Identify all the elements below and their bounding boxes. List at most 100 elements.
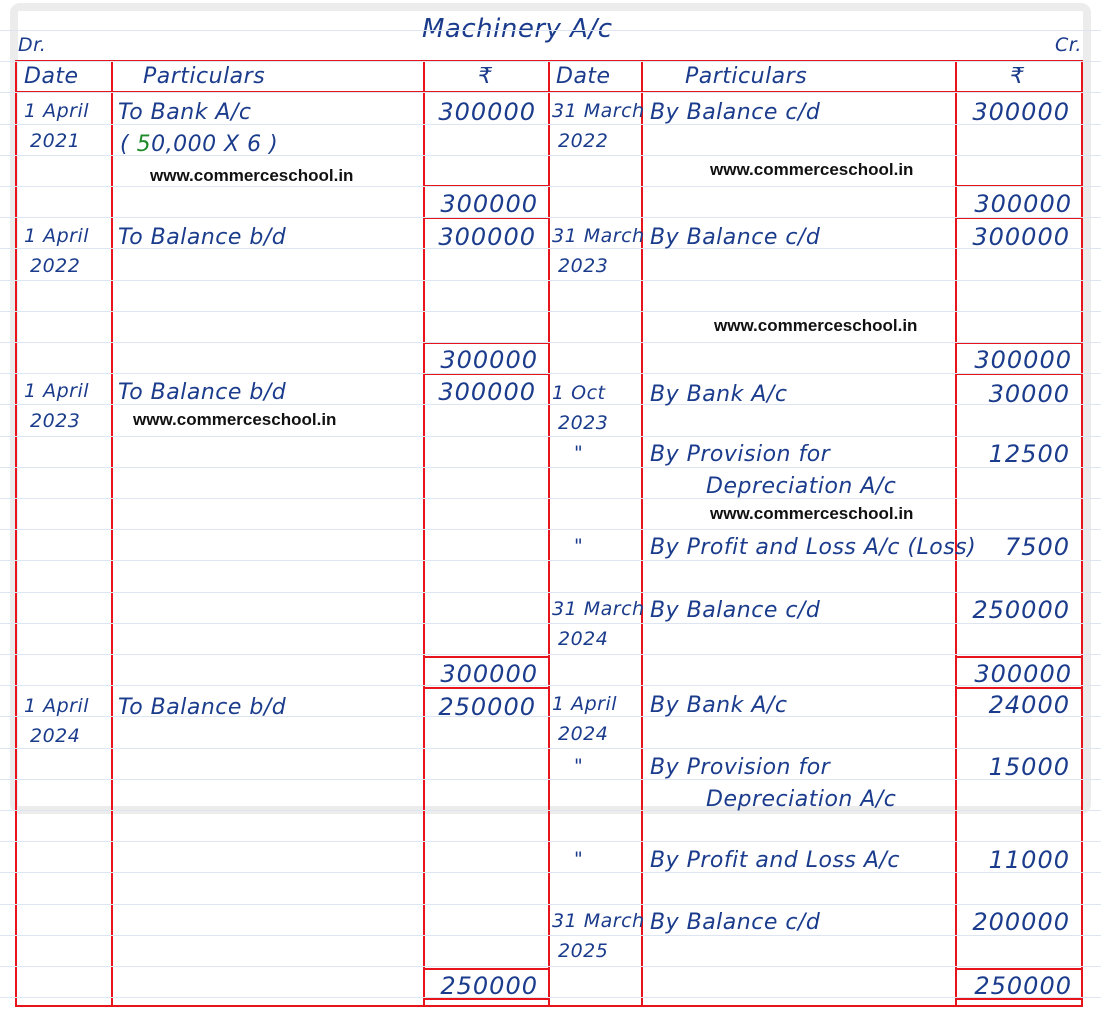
watermark: www.commerceschool.in (133, 410, 337, 429)
note-green-digit: 5 (136, 132, 152, 157)
entry-particulars: By Provision for (650, 755, 831, 780)
entry-amount: 300000 (972, 223, 1070, 251)
ruled-line (0, 623, 1101, 624)
header-particulars-cr: Particulars (685, 64, 808, 89)
entry-date: 2022 (30, 255, 81, 277)
ruled-line (0, 186, 1101, 187)
entry-date: 2023 (558, 255, 609, 277)
header-date-dr: Date (24, 64, 79, 89)
entry-particulars: Depreciation A/c (706, 787, 897, 812)
ruled-line (0, 841, 1101, 842)
entry-particulars: Depreciation A/c (706, 474, 897, 499)
ruled-line (0, 560, 1101, 561)
total-amount-dr: 300000 (440, 660, 538, 688)
note-open: ( (120, 132, 137, 157)
ruled-line (0, 810, 1101, 811)
ruled-line (0, 30, 1101, 31)
entry-particulars: By Bank A/c (650, 382, 788, 407)
total-line (955, 656, 1083, 658)
total-amount-cr: 250000 (974, 972, 1072, 1000)
ruled-line (0, 373, 1101, 374)
header-amount-dr: ₹ (478, 64, 493, 89)
ruled-line (0, 155, 1101, 156)
total-amount-dr: 250000 (440, 972, 538, 1000)
entry-date: 2023 (558, 412, 609, 434)
total-line (423, 342, 550, 344)
entry-amount: 7500 (1004, 533, 1070, 561)
ruled-line (0, 280, 1101, 281)
entry-date: " (574, 442, 584, 464)
entry-date: 31 March (552, 225, 645, 247)
entry-particulars: By Balance c/d (650, 100, 821, 125)
column-divider (548, 60, 550, 1007)
header-particulars-dr: Particulars (143, 64, 266, 89)
column-divider (15, 60, 17, 1007)
entry-date: 31 March (552, 910, 645, 932)
total-line (423, 656, 550, 658)
account-title: Machinery A/c (422, 14, 613, 44)
column-divider (641, 60, 643, 1007)
ruled-line (0, 748, 1101, 749)
entry-particulars: By Provision for (650, 442, 831, 467)
entry-particulars: By Profit and Loss A/c (650, 848, 900, 873)
entry-date: 2024 (558, 723, 609, 745)
entry-particulars: By Balance c/d (650, 225, 821, 250)
entry-amount: 300000 (972, 98, 1070, 126)
total-amount-dr: 300000 (440, 346, 538, 374)
entry-date: 1 April (24, 380, 90, 402)
entry-particulars: By Balance c/d (650, 598, 821, 623)
entry-particulars: To Balance b/d (118, 225, 287, 250)
entry-particulars: To Bank A/c (118, 100, 252, 125)
total-line (955, 217, 1083, 219)
total-line (955, 687, 1083, 689)
ruled-line (0, 685, 1101, 686)
ruled-line (0, 92, 1101, 93)
entry-amount: 11000 (988, 846, 1070, 874)
ruled-line (0, 311, 1101, 312)
entry-date: 2022 (558, 130, 609, 152)
total-amount-cr: 300000 (974, 660, 1072, 688)
entry-amount: 250000 (972, 596, 1070, 624)
entry-date: 2024 (30, 725, 81, 747)
total-line (423, 373, 550, 375)
ruled-line (0, 966, 1101, 967)
ruled-line (0, 498, 1101, 499)
total-amount-cr: 300000 (974, 190, 1072, 218)
entry-amount: 300000 (438, 378, 536, 406)
entry-amount: 300000 (438, 98, 536, 126)
ruled-line (0, 248, 1101, 249)
entry-amount: 200000 (972, 908, 1070, 936)
ruled-line (0, 872, 1101, 873)
ruled-line (0, 529, 1101, 530)
watermark: www.commerceschool.in (150, 166, 354, 185)
column-divider (111, 60, 113, 1007)
ruled-line (0, 342, 1101, 343)
entry-particulars: By Bank A/c (650, 693, 788, 718)
ruled-line (0, 467, 1101, 468)
ruled-line (0, 904, 1101, 905)
entry-date: 1 April (24, 100, 90, 122)
entry-amount: 30000 (988, 380, 1070, 408)
entry-date: " (574, 755, 584, 777)
entry-particulars: By Balance c/d (650, 910, 821, 935)
total-line (955, 968, 1083, 970)
ruled-line (0, 997, 1101, 998)
entry-date: 31 March (552, 100, 645, 122)
watermark: www.commerceschool.in (714, 316, 918, 335)
header-date-cr: Date (556, 64, 611, 89)
entry-date: 2024 (558, 628, 609, 650)
entry-date: 1 April (24, 695, 90, 717)
ruled-line (0, 217, 1101, 218)
total-line (423, 217, 550, 219)
entry-amount: 300000 (438, 223, 536, 251)
ruled-line (0, 935, 1101, 936)
total-line (955, 373, 1083, 375)
total-line (955, 342, 1083, 344)
note-rest: 0,000 X 6 ) (151, 132, 279, 157)
entry-date: 1 April (552, 693, 618, 715)
column-divider (1081, 60, 1083, 1007)
total-line (423, 968, 550, 970)
entry-date: " (574, 535, 584, 557)
entry-date: 2023 (30, 410, 81, 432)
